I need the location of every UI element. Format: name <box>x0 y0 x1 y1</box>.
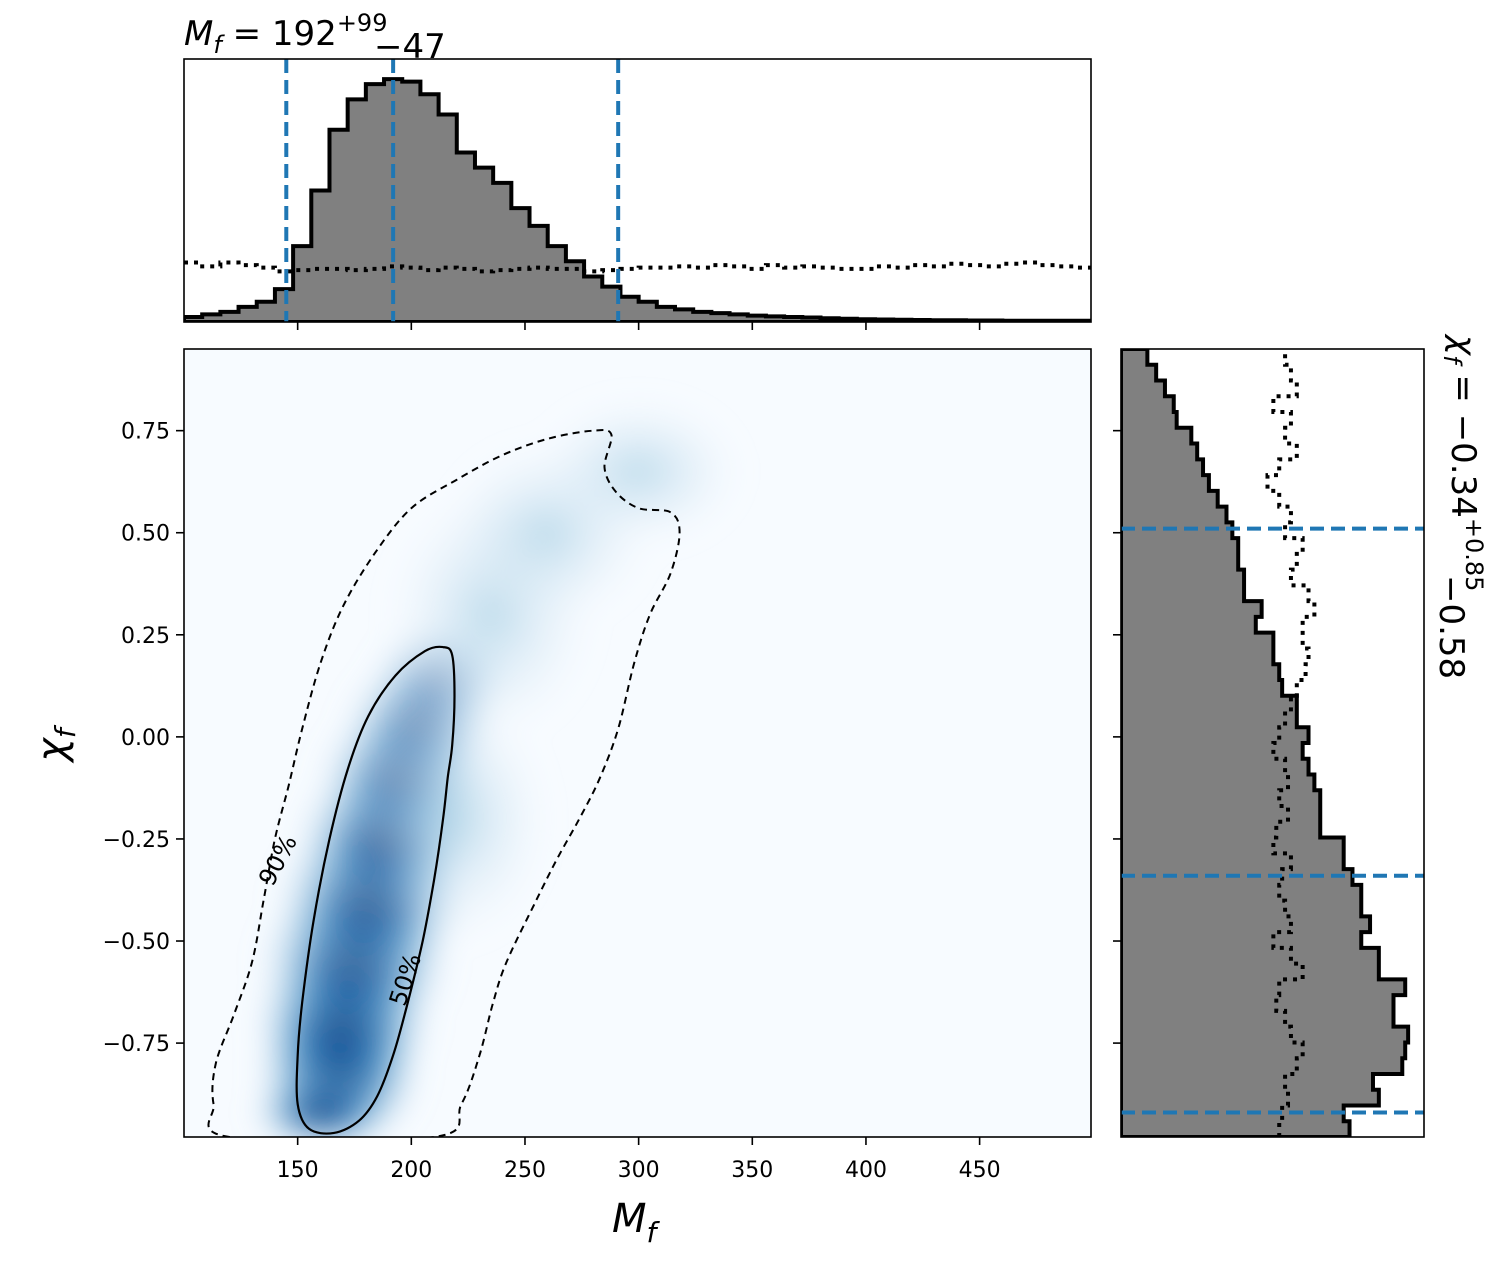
spin-title: χf = −0.34+0.85 <box>1438 333 1488 591</box>
x-tick-label-5: 400 <box>845 1158 887 1183</box>
contour-90 <box>207 429 681 1137</box>
mass-marginal-frame <box>183 58 1092 323</box>
y-tick-label-4: −0.25 <box>103 828 170 853</box>
spin-posterior-histogram <box>1121 349 1411 1137</box>
x-tick-label-0: 150 <box>277 1158 319 1183</box>
mass-marginal-panel: Mf = 192+99 −47 <box>183 9 1092 330</box>
x-tick-label-4: 350 <box>731 1158 773 1183</box>
spin-marginal-frame <box>1120 348 1425 1138</box>
joint-frame <box>183 348 1092 1138</box>
density-halo-3 <box>365 696 548 942</box>
y-tick-label-5: −0.50 <box>103 930 170 955</box>
mass-prior-histogram <box>184 260 1091 274</box>
spin-title-minus: −0.58 <box>1431 575 1471 679</box>
spin-prior-histogram <box>1265 349 1317 1137</box>
density-halo-2 <box>536 397 741 545</box>
spin-marginal-panel: χf = −0.34+0.85 −0.58 <box>1113 333 1488 1138</box>
y-tick-label-1: 0.50 <box>121 522 170 547</box>
y-tick-label-0: 0.75 <box>121 420 170 445</box>
mass-title: Mf = 192+99 <box>184 9 387 59</box>
joint-panel: 90% 50% 150 200 250 300 350 400 450 0.750.500.… <box>29 348 1092 1249</box>
y-tick-label-6: −0.75 <box>103 1032 170 1057</box>
x-tick-label-1: 200 <box>390 1158 432 1183</box>
x-tick-label-3: 300 <box>618 1158 660 1183</box>
mass-title-minus: −47 <box>374 27 446 67</box>
x-tick-label-6: 450 <box>959 1158 1001 1183</box>
y-tick-label-2: 0.25 <box>121 624 170 649</box>
x-tick-label-2: 250 <box>504 1158 546 1183</box>
x-axis-label: Mf <box>612 1196 661 1249</box>
y-tick-label-3: 0.00 <box>121 726 170 751</box>
density-blob-8 <box>250 1073 391 1137</box>
y-axis-label: χf <box>29 724 82 764</box>
mass-posterior-histogram <box>184 77 1091 322</box>
contour-50 <box>295 645 456 1135</box>
